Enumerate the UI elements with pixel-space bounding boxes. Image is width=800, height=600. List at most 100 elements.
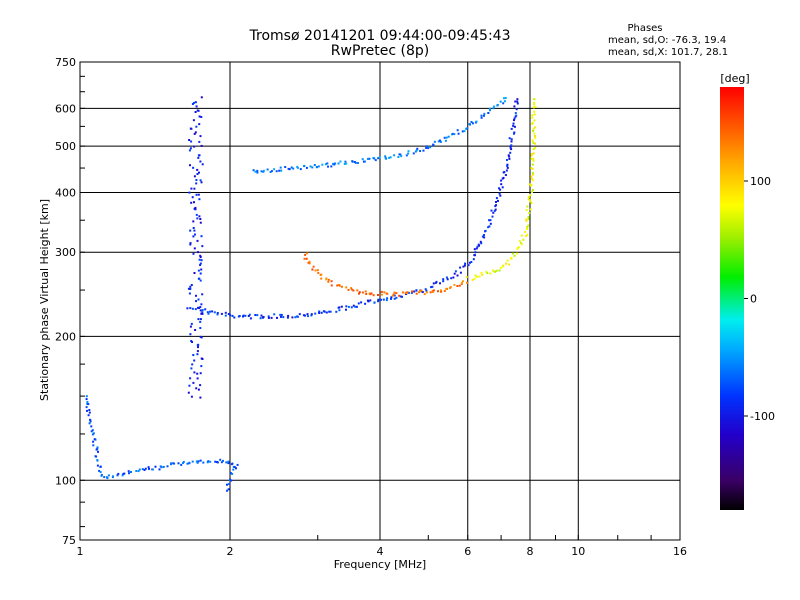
data-point <box>128 472 130 475</box>
data-point <box>431 291 434 294</box>
data-point <box>503 100 506 103</box>
data-point <box>531 163 534 166</box>
data-point <box>527 196 530 198</box>
data-point <box>195 460 198 463</box>
data-point <box>533 110 536 113</box>
data-point <box>395 292 398 295</box>
data-point <box>199 320 202 323</box>
data-point <box>198 171 200 174</box>
data-point <box>306 313 309 316</box>
data-point <box>130 471 132 473</box>
data-point <box>193 272 196 274</box>
data-point <box>304 253 307 256</box>
data-point <box>197 318 200 321</box>
data-point <box>188 462 191 465</box>
data-point <box>326 162 329 165</box>
data-point <box>449 286 452 289</box>
data-point <box>308 262 311 265</box>
data-point <box>242 315 244 318</box>
data-point <box>473 248 476 251</box>
data-point <box>147 466 150 469</box>
data-point <box>445 136 448 139</box>
data-point <box>224 314 227 317</box>
data-point <box>481 235 484 238</box>
x-tick-label: 8 <box>527 545 534 558</box>
data-point <box>456 129 459 132</box>
data-point <box>106 476 108 479</box>
grid-lines <box>79 62 681 540</box>
data-point <box>195 125 198 128</box>
data-point <box>336 284 339 287</box>
data-point <box>279 166 282 169</box>
data-point <box>321 163 324 166</box>
data-point <box>525 218 528 221</box>
plot-frame <box>79 61 681 541</box>
data-point <box>194 329 197 331</box>
data-point <box>200 144 203 147</box>
data-point <box>207 460 210 463</box>
data-point <box>209 310 211 313</box>
data-point <box>116 474 119 477</box>
data-point <box>352 289 355 292</box>
chart-subtitle: RwPretec (8p) <box>331 43 429 59</box>
data-point <box>415 292 418 295</box>
data-point <box>196 461 199 464</box>
data-point <box>191 363 194 366</box>
data-point <box>514 112 517 115</box>
data-point <box>488 107 491 110</box>
data-point <box>415 289 418 292</box>
data-point <box>365 293 368 295</box>
data-point <box>226 483 228 486</box>
data-point <box>489 272 492 275</box>
data-point <box>186 307 189 310</box>
data-point <box>200 357 203 360</box>
data-point <box>443 136 446 139</box>
data-point <box>493 209 496 212</box>
data-point <box>525 209 528 212</box>
stats-heading: Phases <box>627 23 662 34</box>
stats-line-x: mean, sd,X: 101.7, 28.1 <box>608 47 728 58</box>
data-point <box>508 157 511 160</box>
data-point <box>317 271 320 274</box>
data-point <box>534 147 536 150</box>
data-point <box>305 252 308 255</box>
data-point <box>532 141 535 144</box>
data-point <box>189 377 192 380</box>
data-point <box>463 130 466 133</box>
data-point <box>339 160 342 163</box>
data-point <box>154 465 157 468</box>
data-point <box>216 313 219 316</box>
data-point <box>327 165 329 168</box>
data-point <box>494 208 497 211</box>
data-point <box>211 310 214 313</box>
data-point <box>200 96 203 99</box>
x-tick-label: 4 <box>377 545 384 558</box>
data-point <box>391 294 394 297</box>
data-point <box>199 160 202 163</box>
data-point <box>199 459 202 462</box>
data-point <box>439 139 441 142</box>
data-point <box>419 150 422 152</box>
x-tick-label: 16 <box>673 545 687 558</box>
data-point <box>197 156 200 159</box>
data-point <box>532 171 535 174</box>
data-point <box>508 263 511 266</box>
data-point <box>533 132 536 135</box>
data-point <box>97 450 99 453</box>
data-point <box>292 167 295 170</box>
data-point <box>193 371 196 374</box>
colorbar-tick-label: -100 <box>750 410 775 423</box>
data-point <box>377 298 380 301</box>
data-point <box>247 315 250 317</box>
data-point <box>493 105 496 108</box>
data-point <box>330 165 333 168</box>
data-point <box>458 284 461 287</box>
data-point <box>303 165 306 168</box>
data-point <box>192 227 195 229</box>
data-point <box>453 133 456 136</box>
data-point <box>510 140 513 143</box>
data-point <box>390 297 392 300</box>
data-point <box>310 313 313 316</box>
data-point <box>249 317 252 320</box>
data-point <box>213 311 216 314</box>
